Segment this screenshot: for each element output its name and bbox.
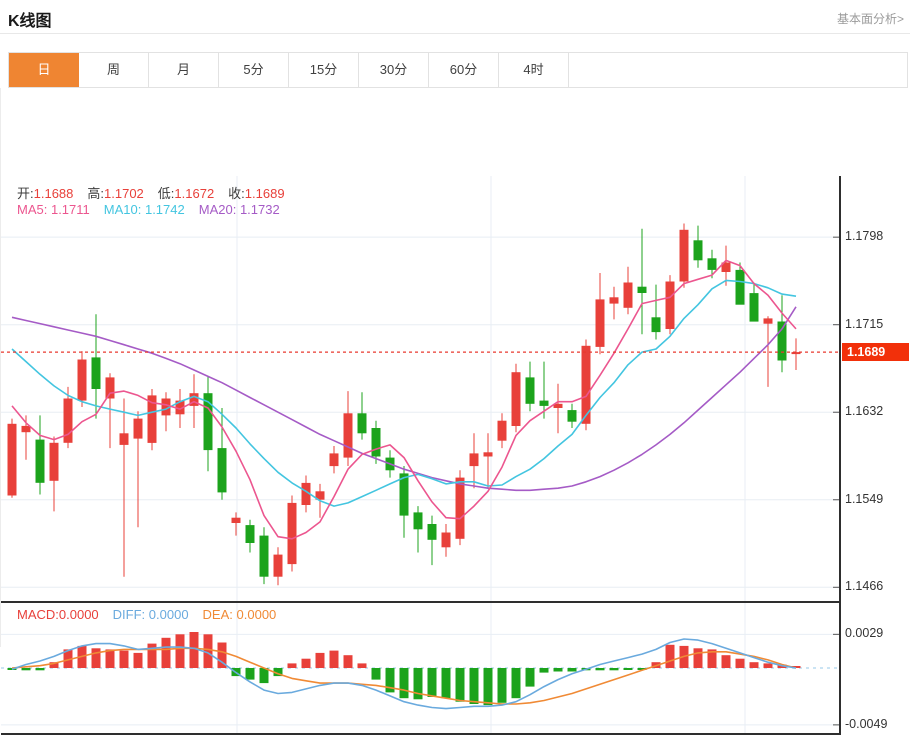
main-candlestick-canvas[interactable] bbox=[1, 176, 839, 601]
ma5-label: MA5: bbox=[17, 202, 48, 217]
low-value: 1.1672 bbox=[174, 186, 215, 201]
low-label: 低: bbox=[157, 186, 175, 201]
ma20-label: MA20: bbox=[198, 202, 237, 217]
tab-日[interactable]: 日 bbox=[9, 53, 79, 87]
price-axis-line bbox=[839, 176, 841, 734]
panel-separator bbox=[1, 601, 841, 603]
interval-tab-bar: 日周月 5分 15分 30分 60分 4时 bbox=[8, 52, 908, 88]
ma10-value: 1.1742 bbox=[144, 202, 185, 217]
dea-label: DEA: bbox=[202, 607, 233, 622]
price-axis-label: 1.1632 bbox=[845, 404, 884, 419]
open-value: 1.1688 bbox=[33, 186, 74, 201]
open-label: 开: bbox=[17, 186, 34, 201]
tab-5分[interactable]: 5分 bbox=[219, 53, 289, 87]
macd-canvas[interactable] bbox=[1, 603, 839, 733]
title-bar: K线图 基本面分析> bbox=[0, 0, 910, 34]
close-value: 1.1689 bbox=[244, 186, 285, 201]
ma5-value: 1.1711 bbox=[50, 202, 90, 217]
ohlc-readout: 开:1.1688 高:1.1702 低:1.1672 收:1.1689 bbox=[17, 183, 285, 202]
tab-周[interactable]: 周 bbox=[79, 53, 149, 87]
tab-30分[interactable]: 30分 bbox=[359, 53, 429, 87]
dea-value: 0.0000 bbox=[236, 607, 277, 622]
high-label: 高: bbox=[87, 186, 105, 201]
current-price-tag: 1.1689 bbox=[842, 343, 909, 362]
price-axis-label: 1.1798 bbox=[845, 229, 884, 244]
macd-axis-label: 0.0029 bbox=[845, 626, 884, 641]
tab-月[interactable]: 月 bbox=[149, 53, 219, 87]
diff-label: DIFF: bbox=[112, 607, 146, 622]
price-axis-label: 1.1466 bbox=[845, 579, 884, 594]
macd-axis-label: -0.0049 bbox=[845, 716, 888, 731]
diff-value: 0.0000 bbox=[148, 607, 189, 622]
close-label: 收: bbox=[228, 186, 245, 201]
macd-value: 0.0000 bbox=[58, 607, 99, 622]
tab-15分[interactable]: 15分 bbox=[289, 53, 359, 87]
fundamental-analysis-link[interactable]: 基本面分析> bbox=[836, 12, 904, 26]
ma10-label: MA10: bbox=[103, 202, 142, 217]
macd-label: MACD: bbox=[17, 607, 59, 622]
ma-legend: MA5: 1.1711 MA10: 1.1742 MA20: 1.1732 bbox=[17, 202, 280, 217]
price-axis-label: 1.1549 bbox=[845, 491, 884, 506]
high-value: 1.1702 bbox=[104, 186, 144, 201]
tab-60分[interactable]: 60分 bbox=[429, 53, 499, 87]
price-axis-label: 1.1715 bbox=[845, 316, 884, 331]
kline-chart-area: 1.1798 1.1715 1.1632 1.1549 1.1466 0.0029 -0.0… bbox=[0, 88, 910, 735]
macd-legend: MACD:0.0000 DIFF: 0.0000 DEA: 0.0000 bbox=[17, 607, 276, 622]
page-title: K线图 bbox=[8, 13, 52, 30]
ma20-value: 1.1732 bbox=[239, 202, 280, 217]
tab-4时[interactable]: 4时 bbox=[499, 53, 569, 87]
